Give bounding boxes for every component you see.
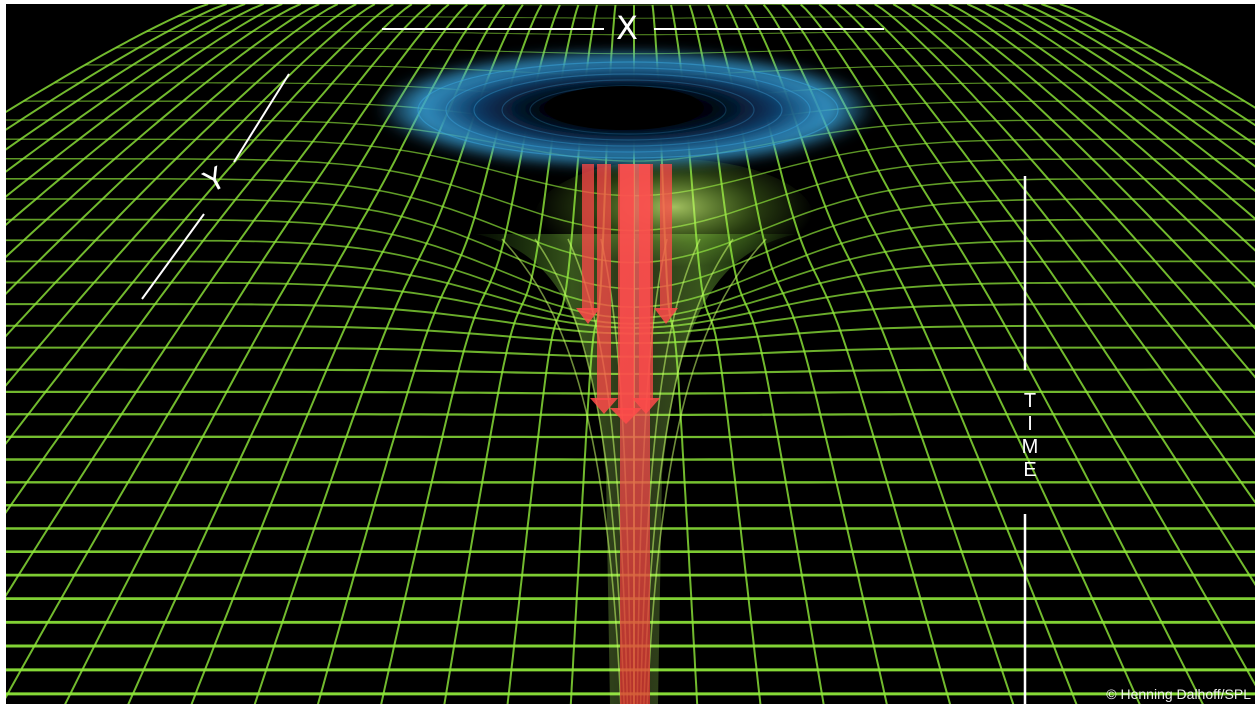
grid-line	[6, 4, 376, 387]
funnel-line	[534, 238, 625, 704]
grid-line	[985, 4, 1255, 193]
black-hole-vortex	[376, 49, 876, 169]
spacetime-illustration: X Y T I M E © Henning Dalhoff/SPL	[6, 4, 1255, 704]
arrow-head	[632, 398, 660, 414]
arrow-head	[610, 408, 642, 424]
grid-line	[6, 4, 431, 598]
grid-line	[6, 4, 283, 198]
grid-line	[837, 4, 1255, 586]
time-letter: E	[1023, 459, 1037, 481]
vortex-ring	[529, 85, 727, 135]
time-axis-label: T I M E	[1020, 390, 1040, 482]
time-letter: I	[1027, 413, 1033, 435]
event-horizon	[544, 86, 704, 130]
grid-line	[892, 4, 1255, 379]
grid-line	[6, 4, 450, 700]
arrow-head	[576, 308, 600, 324]
x-axis-label: X	[616, 9, 638, 47]
time-letter: M	[1021, 436, 1039, 458]
image-credit: © Henning Dalhoff/SPL	[1106, 686, 1251, 702]
arrow-head	[590, 398, 618, 414]
spacetime-grid-artwork	[6, 4, 1255, 704]
grid-line	[966, 4, 1255, 220]
grid-line	[855, 4, 1255, 504]
funnel-line	[646, 238, 767, 704]
grid-line	[6, 4, 413, 514]
arrow-head	[654, 308, 678, 324]
grid-line	[6, 4, 227, 131]
arrow-shaft	[660, 164, 672, 310]
arrow-shaft	[618, 164, 634, 410]
grid-line	[948, 4, 1255, 252]
grid-line	[1059, 4, 1255, 109]
grid-line	[1022, 4, 1255, 146]
y-axis-line-top	[233, 73, 290, 163]
vortex-ring	[417, 61, 839, 159]
grid-line	[6, 4, 302, 226]
grid-line	[6, 4, 339, 295]
grid-line	[818, 4, 1255, 687]
axis-lines	[141, 28, 1027, 704]
grid-line	[6, 4, 357, 338]
grid-line	[6, 4, 394, 445]
arrow-shaft	[582, 164, 594, 310]
arrow-shaft	[639, 164, 653, 400]
arrow-shaft	[597, 164, 611, 400]
funnel-line	[501, 238, 622, 704]
vortex-ring	[501, 79, 755, 141]
grid-line	[1041, 4, 1255, 127]
y-axis-line-bottom	[141, 213, 205, 300]
time-flow-arrows	[576, 164, 678, 704]
grid-line	[6, 4, 264, 173]
grid-line	[911, 4, 1255, 330]
grid-line	[6, 4, 209, 114]
vortex-ring	[445, 67, 811, 153]
grid-line	[929, 4, 1255, 288]
time-letter: T	[1023, 390, 1037, 412]
grid-line	[6, 4, 320, 259]
grid-line	[1004, 4, 1255, 168]
grid-line	[208, 4, 1060, 6]
grid-line	[874, 4, 1255, 436]
vortex-ring	[473, 73, 783, 147]
grid-line	[6, 4, 246, 151]
